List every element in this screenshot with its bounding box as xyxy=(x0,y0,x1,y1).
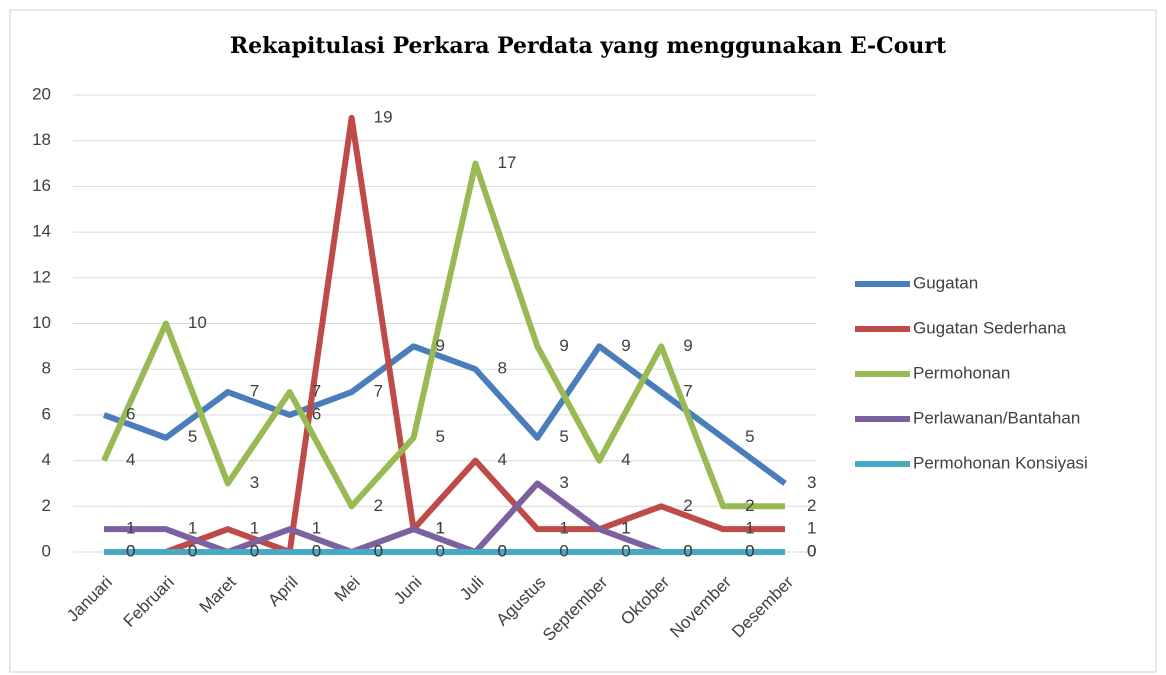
data-label: 19 xyxy=(374,107,393,126)
y-tick-label: 12 xyxy=(32,267,51,286)
data-label: 0 xyxy=(621,541,630,560)
data-line xyxy=(103,114,786,555)
y-tick-label: 18 xyxy=(32,130,51,149)
data-label: 0 xyxy=(312,541,321,560)
y-tick-label: 2 xyxy=(42,496,51,515)
data-label: 9 xyxy=(559,336,568,355)
data-label: 5 xyxy=(188,427,197,446)
data-label: 6 xyxy=(126,404,135,423)
y-tick-label: 16 xyxy=(32,176,51,195)
y-tick-label: 20 xyxy=(32,84,51,103)
data-label: 10 xyxy=(188,313,207,332)
y-tick-label: 8 xyxy=(42,359,51,378)
data-line xyxy=(101,160,786,510)
chart-frame xyxy=(9,9,1157,673)
data-label: 3 xyxy=(250,473,259,492)
data-label: 2 xyxy=(374,496,383,515)
data-label: 2 xyxy=(745,496,754,515)
data-label: 1 xyxy=(807,519,816,538)
legend-label: Gugatan Sederhana xyxy=(913,318,1067,337)
y-tick-label: 14 xyxy=(32,222,51,241)
data-label: 1 xyxy=(621,519,630,538)
data-label: 6 xyxy=(312,404,321,423)
data-label: 1 xyxy=(250,519,259,538)
data-line xyxy=(102,343,787,486)
data-label: 3 xyxy=(559,473,568,492)
data-label: 17 xyxy=(497,153,516,172)
data-label: 7 xyxy=(250,382,259,401)
data-label: 0 xyxy=(312,541,321,560)
y-tick-label: 10 xyxy=(32,313,51,332)
data-label: 0 xyxy=(683,541,692,560)
data-label: 0 xyxy=(745,541,754,560)
data-label: 1 xyxy=(559,519,568,538)
data-label: 1 xyxy=(745,519,754,538)
data-label: 0 xyxy=(250,541,259,560)
data-label: 2 xyxy=(807,496,816,515)
data-label: 0 xyxy=(745,541,754,560)
data-label: 5 xyxy=(436,427,445,446)
data-label: 8 xyxy=(497,359,506,378)
legend-label: Gugatan xyxy=(913,273,978,292)
data-label: 1 xyxy=(621,519,630,538)
data-label: 2 xyxy=(683,496,692,515)
legend-label: Perlawanan/Bantahan xyxy=(913,408,1080,427)
data-label: 0 xyxy=(559,541,568,560)
data-label: 1 xyxy=(312,519,321,538)
data-label: 4 xyxy=(497,450,506,469)
data-label: 0 xyxy=(807,541,816,560)
data-label: 0 xyxy=(374,541,383,560)
data-label: 7 xyxy=(374,382,383,401)
data-label: 0 xyxy=(497,541,506,560)
data-label: 0 xyxy=(126,541,135,560)
data-label: 0 xyxy=(436,541,445,560)
y-tick-label: 6 xyxy=(42,404,51,423)
data-label: 5 xyxy=(559,427,568,446)
legend-label: Permohonan Konsiyasi xyxy=(913,453,1088,472)
data-label: 0 xyxy=(250,541,259,560)
data-label: 9 xyxy=(621,336,630,355)
data-label: 0 xyxy=(497,541,506,560)
data-label: 4 xyxy=(621,450,630,469)
legend-label: Permohonan xyxy=(913,363,1010,382)
data-label: 9 xyxy=(436,336,445,355)
y-tick-label: 4 xyxy=(42,450,51,469)
data-label: 9 xyxy=(683,336,692,355)
data-label: 0 xyxy=(807,541,816,560)
data-label: 4 xyxy=(126,450,135,469)
data-label: 5 xyxy=(745,427,754,446)
data-label: 0 xyxy=(188,541,197,560)
data-label: 1 xyxy=(126,519,135,538)
data-label: 3 xyxy=(807,473,816,492)
data-label: 1 xyxy=(436,519,445,538)
chart-title: Rekapitulasi Perkara Perdata yang menggu… xyxy=(230,33,947,59)
data-label: 1 xyxy=(436,519,445,538)
data-label: 0 xyxy=(188,541,197,560)
data-label: 1 xyxy=(188,519,197,538)
data-label: 7 xyxy=(683,382,692,401)
data-label: 0 xyxy=(126,541,135,560)
data-label: 0 xyxy=(683,541,692,560)
data-label: 0 xyxy=(374,541,383,560)
data-label: 7 xyxy=(312,382,321,401)
y-tick-label: 0 xyxy=(42,541,51,560)
